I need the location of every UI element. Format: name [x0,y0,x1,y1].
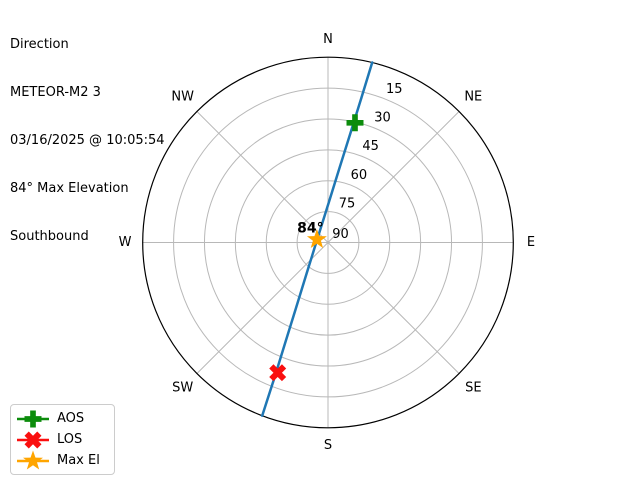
max-elevation-annotation: 84° [297,221,323,237]
compass-label-ne: NE [464,90,482,105]
compass-label-w: W [119,235,132,250]
compass-spoke-135 [327,242,460,374]
los-marker-icon [17,431,49,448]
legend-item-los: LOS [16,429,109,450]
compass-label-sw: SW [172,380,193,395]
pass-info-title: Direction [10,37,69,52]
compass-label-s: S [324,438,332,453]
aos-marker-icon [17,410,49,427]
satellite-name: METEOR-M2 3 [10,85,101,100]
legend-label-los: LOS [57,432,83,447]
compass-spoke-45 [327,111,460,243]
max-elevation-text: 84° Max Elevation [10,181,129,196]
legend-label-max-el: Max El [57,453,100,468]
pass-info: Direction METEOR-M2 3 03/16/2025 @ 10:05… [10,5,165,277]
max-el-marker-icon [17,450,49,469]
los-marker [269,364,287,382]
legend-marker-glyph [24,410,42,427]
legend: AOS LOS Max El [10,404,115,475]
elevation-tick-label-90: 90 [332,227,349,242]
legend-item-aos: AOS [16,408,109,429]
compass-spoke-225 [196,242,329,374]
elevation-tick-label-45: 45 [362,139,379,154]
legend-label-aos: AOS [57,411,85,426]
aos-marker [346,114,364,132]
legend-item-max-el: Max El [16,450,109,471]
elevation-tick-label-75: 75 [339,196,356,211]
horizon-circle [142,56,514,429]
compass-label-nw: NW [171,90,194,105]
compass-label-se: SE [465,380,481,395]
elevation-tick-label-30: 30 [374,111,391,126]
elevation-tick-label-60: 60 [351,168,368,183]
compass-label-n: N [323,32,333,47]
pass-direction-text: Southbound [10,229,89,244]
legend-marker-glyph [23,450,43,469]
pass-datetime: 03/16/2025 @ 10:05:54 [10,133,165,148]
elevation-tick-label-15: 15 [386,82,403,97]
compass-spoke-315 [196,111,329,243]
compass-label-e: E [527,235,535,250]
max-el-marker [306,229,327,248]
legend-marker-glyph [24,431,42,448]
